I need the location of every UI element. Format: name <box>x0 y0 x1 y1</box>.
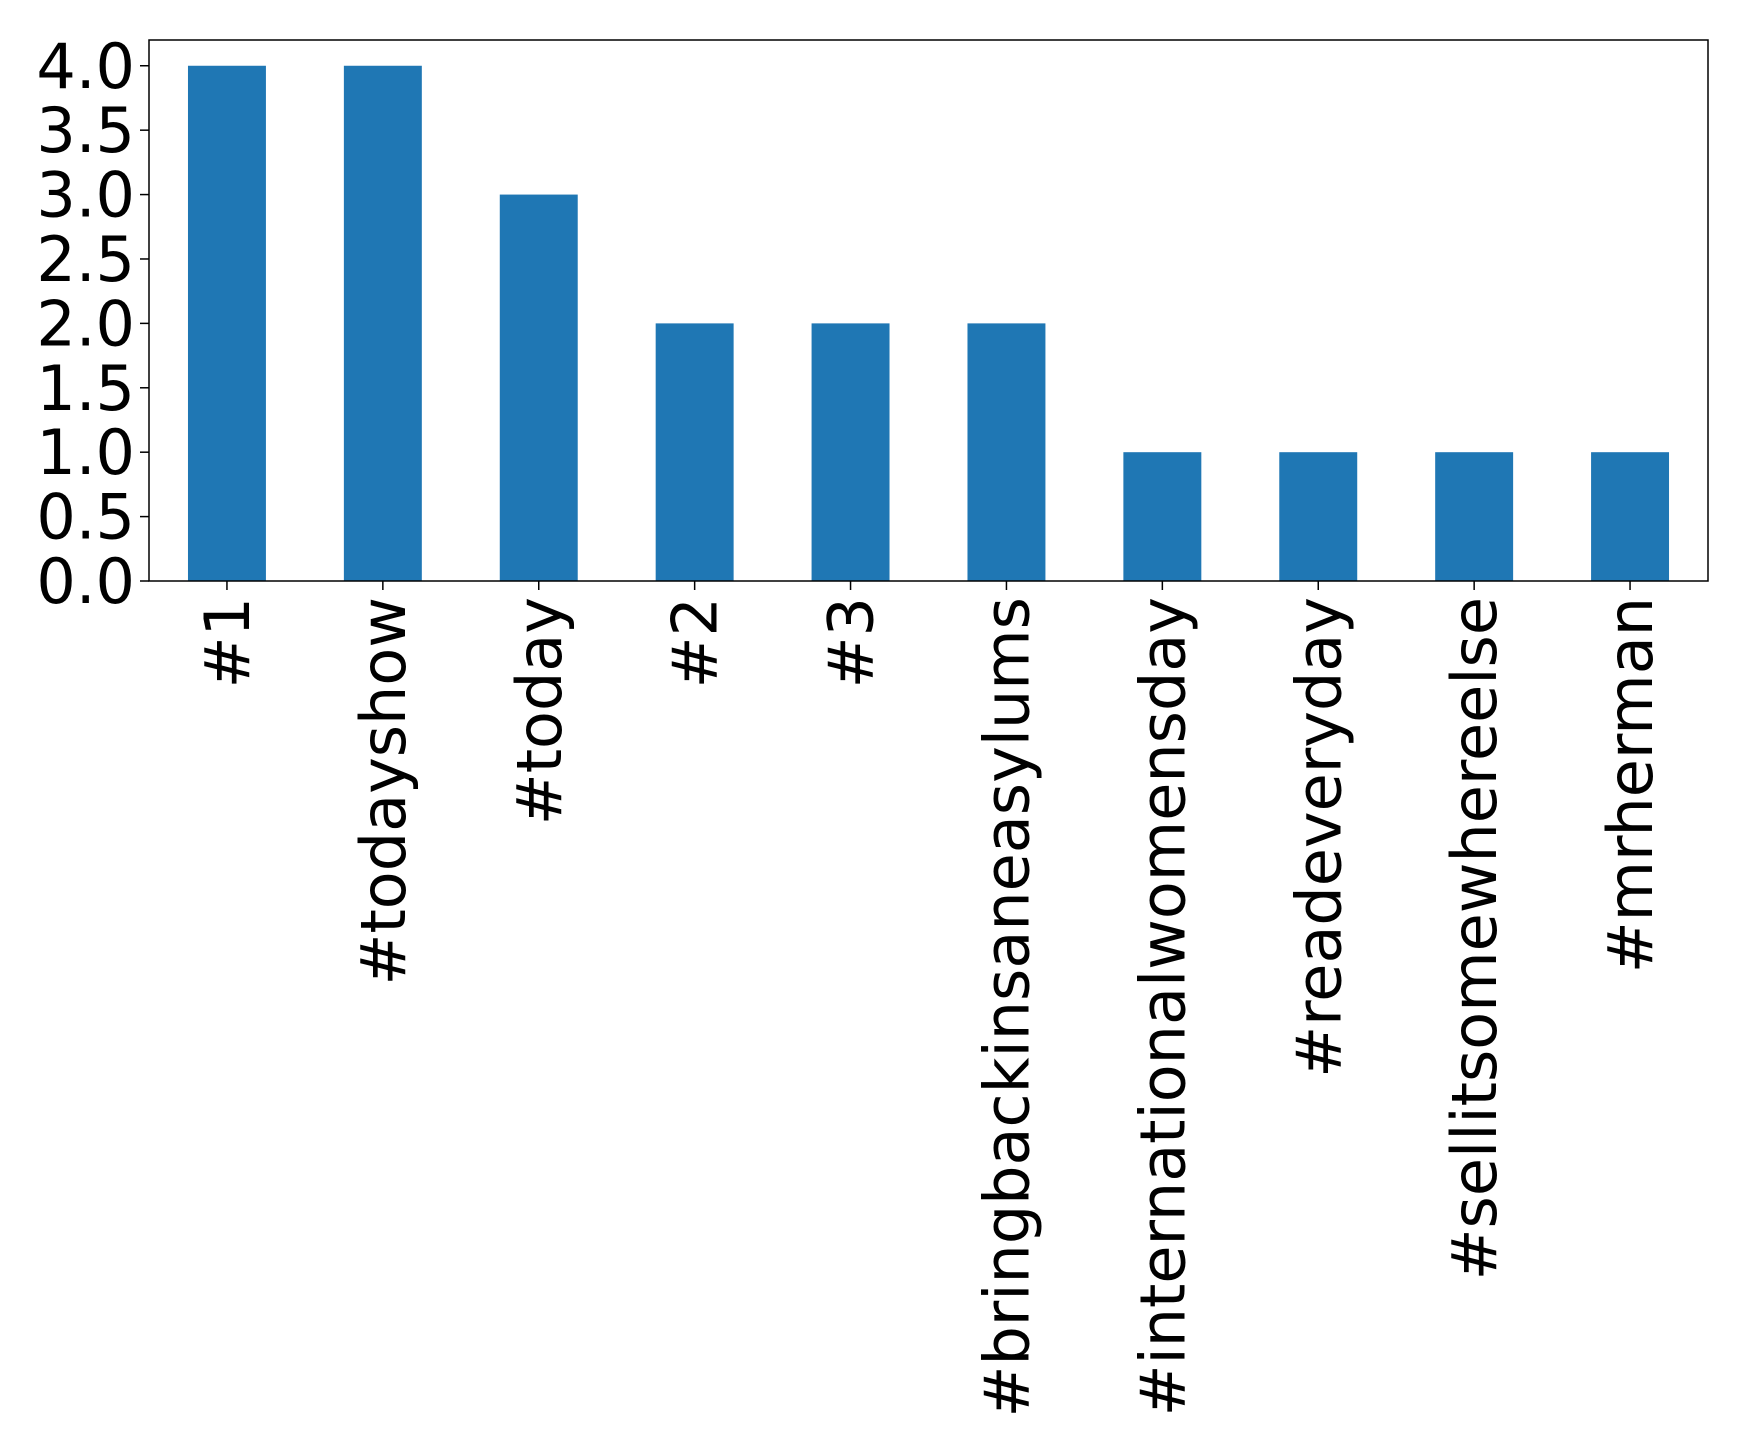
x-tick-label: #bringbackinsaneasylums <box>970 597 1043 1417</box>
y-tick-label: 0.5 <box>36 481 135 554</box>
bar <box>1435 452 1514 581</box>
plot-frame <box>148 39 1709 582</box>
x-tick-label: #internationalwomensday <box>1126 597 1199 1416</box>
y-tick-label: 2.0 <box>36 287 135 360</box>
x-tick-label: #todayshow <box>347 597 420 985</box>
bar <box>187 65 266 581</box>
bar <box>655 323 734 581</box>
x-tick-label: #2 <box>659 597 732 688</box>
bar <box>1591 452 1670 581</box>
y-tick-label: 3.5 <box>36 94 135 167</box>
y-tick-label: 3.0 <box>36 159 135 232</box>
x-tick-label: #readeveryday <box>1282 597 1355 1078</box>
x-tick-label: #3 <box>815 597 888 688</box>
y-tick-label: 1.0 <box>36 416 135 489</box>
x-tick-label: #mrherman <box>1594 597 1667 973</box>
x-tick-label: #sellitsomewhereelse <box>1438 597 1511 1280</box>
x-tick-label: #today <box>503 597 576 825</box>
bar <box>1279 452 1358 581</box>
y-tick-label: 1.5 <box>36 352 135 425</box>
y-tick-label: 0.0 <box>36 545 135 618</box>
bar <box>499 194 578 582</box>
bar <box>967 323 1046 581</box>
bar <box>811 323 890 581</box>
x-tick-label: #1 <box>191 597 264 688</box>
y-tick-label: 2.5 <box>36 223 135 296</box>
bar <box>343 65 422 581</box>
bar <box>1123 452 1202 581</box>
y-tick-label: 4.0 <box>36 30 135 103</box>
